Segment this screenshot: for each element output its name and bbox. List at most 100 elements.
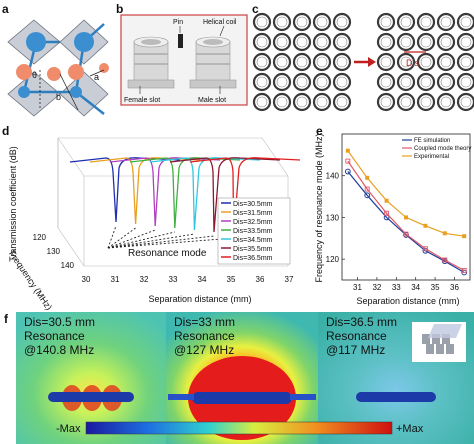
pin-label: Pin: [173, 19, 183, 26]
x-tick-label: 36: [450, 283, 459, 292]
map-caption-line: @140.8 MHz: [24, 343, 94, 357]
resonance-frequency-chart: 31 32 33 34 35 36 120 130 140 FE simulation Coupl…: [314, 133, 471, 306]
blue-resonators: [18, 32, 94, 98]
resonance-arrow: [107, 229, 156, 249]
chart-series: [344, 148, 468, 276]
resonance-mode-label: Resonance mode: [128, 248, 207, 259]
panel-label-e: e: [316, 124, 323, 138]
panel-label-f: f: [4, 312, 8, 326]
map-caption-line: Resonance: [174, 329, 235, 343]
x-tick-label: 33: [392, 283, 401, 292]
male-slot-label: Male slot: [198, 97, 226, 104]
separation-axis-label: Separation distance (mm): [148, 294, 251, 304]
separation-tick: 32: [140, 275, 149, 284]
series-line: [347, 160, 465, 271]
data-point: [384, 210, 390, 216]
map-caption-line: @117 MHz: [326, 343, 385, 357]
expanded-array: [376, 12, 474, 112]
transmission-curve: [89, 157, 201, 225]
legend-box: [217, 197, 291, 265]
transition-arrow-head: [368, 57, 376, 67]
x-tick-label: 34: [411, 283, 420, 292]
separation-tick: 34: [198, 275, 207, 284]
y-tick-label: 140: [326, 172, 340, 181]
male-resonator: [189, 36, 237, 89]
series-line: [347, 171, 465, 274]
data-point: [422, 246, 428, 252]
legend-entry: Dis=31.5mm: [233, 210, 273, 217]
frequency-tick: 140: [61, 261, 75, 270]
map-caption-line: @127 MHz: [174, 343, 234, 357]
map-caption-line: Dis=30.5 mm: [24, 315, 95, 329]
resonance-arrow: [107, 237, 234, 249]
panel-label-c: c: [252, 2, 259, 16]
array-inset-image: [412, 322, 466, 362]
frequency-tick: 120: [33, 233, 47, 242]
separation-tick: 30: [82, 275, 91, 284]
resonance-arrow: [107, 227, 136, 249]
resonance-arrow: [107, 233, 195, 249]
legend-entry: Dis=33.5mm: [233, 228, 273, 235]
map-caption-line: Dis=36.5 mm: [326, 315, 397, 329]
compact-array: [252, 12, 352, 112]
legend-entry: Dis=36.5mm: [233, 255, 273, 262]
resonator-array-tiling: Dis: [252, 12, 474, 112]
lattice-schematic: θ b a: [7, 19, 109, 117]
female-resonator: [127, 36, 175, 89]
right-field-lobes: [356, 392, 436, 402]
data-point: [344, 168, 351, 175]
legend-entry: FE simulation: [414, 138, 450, 144]
data-point: [365, 175, 370, 180]
theta-symbol: θ: [32, 70, 37, 80]
transmission-curve: [129, 157, 241, 229]
chart-ylabel: Frequency of resonance mode (MHz): [314, 133, 324, 282]
separation-tick: 35: [227, 275, 236, 284]
y-tick-label: 120: [326, 255, 340, 264]
separation-tick: 31: [111, 275, 120, 284]
colorbar-max-label: +Max: [396, 423, 424, 435]
panel-label-a: a: [2, 2, 9, 16]
pin-shape: [178, 34, 183, 48]
data-point: [364, 192, 371, 199]
dis-legend: Dis=30.5mm Dis=31.5mm Dis=32.5mm Dis=33.5mm…: [217, 197, 291, 265]
transmission-curve: [69, 157, 181, 223]
legend-entry: Dis=30.5mm: [233, 201, 273, 208]
map-caption-line: Dis=33 mm: [174, 315, 235, 329]
plot-box: [57, 137, 289, 267]
colorbar-min-label: -Max: [56, 423, 81, 435]
lattice-a-label: a: [94, 72, 99, 82]
chart-axes: 31 32 33 34 35 36 120 130 140: [326, 133, 471, 292]
transmission-curves: [69, 157, 301, 235]
chart-legend: FE simulation Coupled mode theory Experime…: [402, 138, 471, 160]
data-point: [442, 231, 447, 236]
data-point: [364, 186, 370, 192]
transmission-ylabel: Transmission coefficient (dB): [8, 146, 18, 262]
orange-resonators: [16, 63, 109, 81]
colorbar: -Max +Max: [56, 421, 424, 435]
separation-ticks: 30 31 32 33 34 35 36 37: [82, 275, 294, 284]
svg-text:Transmission coefficient (dB): Transmission coefficient (dB): [8, 146, 18, 262]
legend-entry: Dis=32.5mm: [233, 219, 273, 226]
resonance-arrows: [107, 225, 234, 249]
plot-frame: [341, 133, 471, 281]
panel-label-d: d: [2, 124, 10, 138]
female-slot-label: Female slot: [124, 97, 160, 104]
x-tick-label: 32: [372, 283, 381, 292]
left-field-lobes: [48, 385, 134, 411]
frequency-axis-label: Frequency (MHz): [7, 249, 54, 310]
transmission-curve: [169, 157, 281, 233]
legend-entry: Coupled mode theory: [414, 146, 471, 152]
helical-coil-label: Helical coil: [203, 19, 237, 26]
lattice-b-label: b: [56, 92, 61, 102]
data-point: [404, 215, 408, 220]
x-tick-label: 35: [431, 283, 440, 292]
frequency-tick: 130: [47, 247, 61, 256]
data-point: [461, 267, 467, 273]
chart-xlabel: Separation distance (mm): [356, 296, 459, 306]
transmission-curve: [109, 157, 221, 227]
panel-label-b: b: [116, 2, 124, 16]
data-point: [403, 231, 409, 237]
